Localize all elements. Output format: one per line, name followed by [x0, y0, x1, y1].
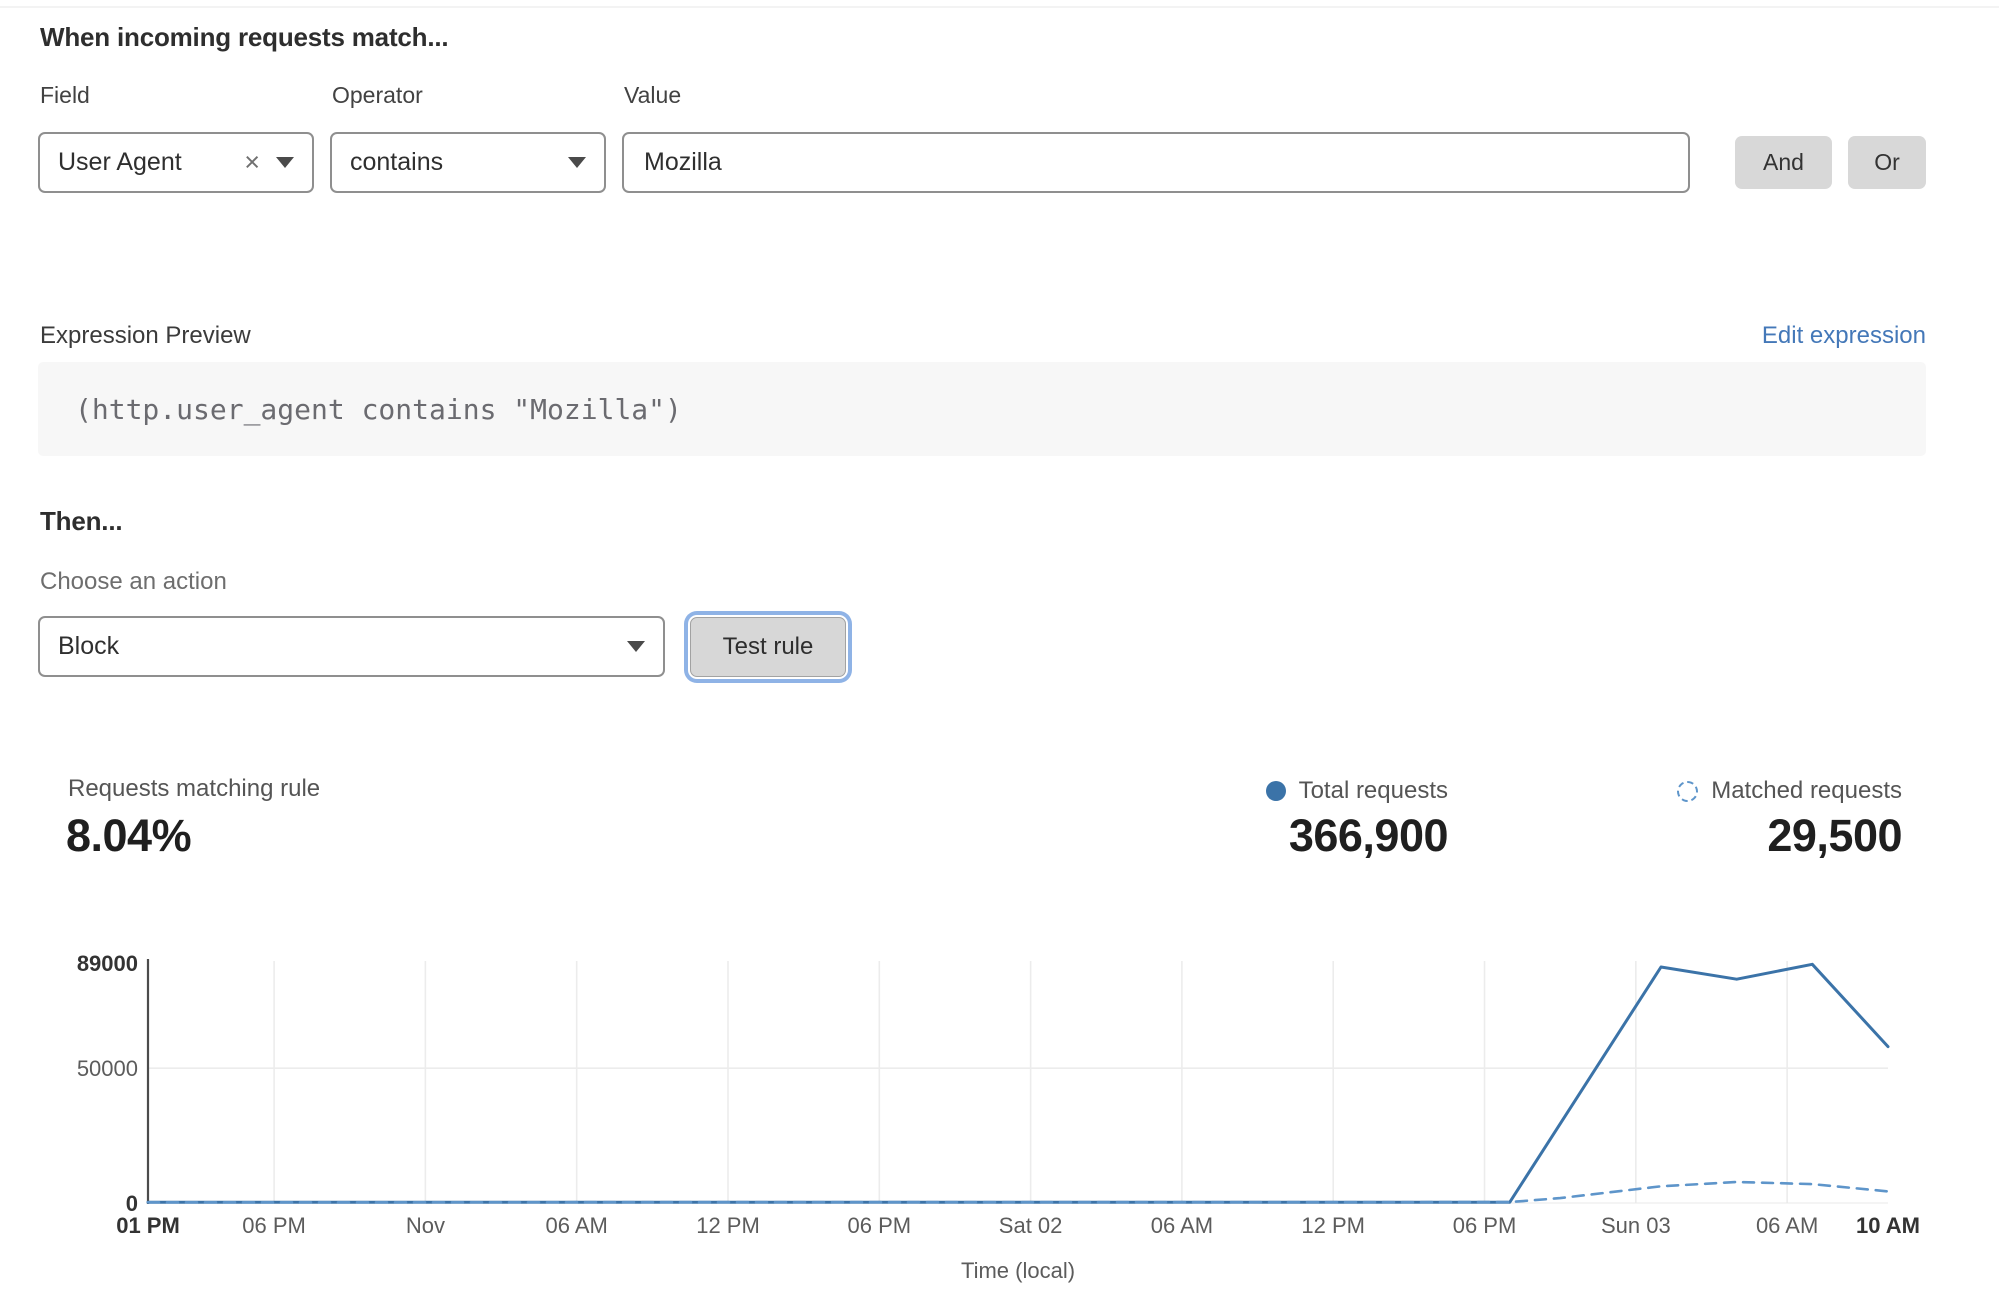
svg-text:Sat 02: Sat 02: [999, 1213, 1063, 1238]
field-select[interactable]: User Agent ×: [38, 132, 314, 193]
total-requests-dot-icon: [1265, 781, 1286, 801]
chevron-down-icon: [568, 157, 586, 168]
expression-code: (http.user_agent contains "Mozilla"): [75, 392, 682, 426]
requests-chart: 0 50000 89000 01 PM 06 PM Nov 06 AM 12 PM 06 PM S…: [77, 951, 1920, 1283]
test-rule-button[interactable]: Test rule: [690, 617, 846, 677]
matched-requests-value: 29,500: [1767, 810, 1902, 861]
and-button[interactable]: And: [1735, 136, 1832, 189]
field-select-value: User Agent: [58, 148, 182, 176]
svg-text:89000: 89000: [77, 951, 138, 976]
svg-text:Time (local): Time (local): [961, 1258, 1075, 1283]
top-divider: [0, 6, 1999, 8]
field-label: Field: [40, 82, 90, 108]
svg-text:06 AM: 06 AM: [546, 1213, 608, 1238]
svg-text:06 PM: 06 PM: [1453, 1213, 1517, 1238]
svg-text:01 PM: 01 PM: [116, 1213, 180, 1238]
operator-select[interactable]: contains: [330, 132, 606, 193]
chevron-down-icon: [627, 641, 645, 652]
svg-text:06 AM: 06 AM: [1756, 1213, 1818, 1238]
value-input[interactable]: [622, 132, 1690, 193]
choose-action-label: Choose an action: [40, 568, 227, 595]
svg-text:06 PM: 06 PM: [242, 1213, 306, 1238]
total-requests-legend: Total requests: [1265, 777, 1448, 805]
matched-requests-legend: Matched requests: [1677, 777, 1902, 805]
total-requests-value: 366,900: [1288, 810, 1449, 861]
svg-text:Nov: Nov: [406, 1213, 445, 1238]
total-requests-label: Total requests: [1298, 777, 1448, 804]
operator-select-value: contains: [350, 148, 444, 176]
matched-requests-dashed-circle-icon: [1677, 780, 1699, 802]
or-button[interactable]: Or: [1848, 136, 1926, 189]
action-select-value: Block: [58, 632, 120, 660]
svg-text:06 AM: 06 AM: [1151, 1213, 1213, 1238]
value-label: Value: [624, 82, 682, 108]
clear-field-icon[interactable]: ×: [244, 147, 260, 177]
requests-matching-value: 8.04%: [66, 810, 192, 861]
svg-text:12 PM: 12 PM: [696, 1213, 760, 1238]
chevron-down-icon: [276, 157, 294, 168]
svg-text:12 PM: 12 PM: [1301, 1213, 1365, 1238]
svg-text:10 AM: 10 AM: [1856, 1213, 1920, 1238]
svg-text:06 PM: 06 PM: [848, 1213, 912, 1238]
operator-label: Operator: [332, 82, 423, 108]
page-title: When incoming requests match...: [40, 22, 449, 52]
action-select[interactable]: Block: [38, 616, 665, 677]
requests-matching-label: Requests matching rule: [68, 775, 321, 802]
expression-code-block: (http.user_agent contains "Mozilla"): [38, 362, 1926, 456]
matched-requests-label: Matched requests: [1711, 777, 1902, 804]
svg-text:50000: 50000: [77, 1056, 138, 1081]
svg-text:0: 0: [126, 1191, 138, 1216]
edit-expression-link[interactable]: Edit expression: [1761, 322, 1926, 349]
expression-preview-label: Expression Preview: [40, 322, 251, 349]
then-heading: Then...: [40, 506, 123, 536]
svg-text:Sun 03: Sun 03: [1601, 1213, 1671, 1238]
